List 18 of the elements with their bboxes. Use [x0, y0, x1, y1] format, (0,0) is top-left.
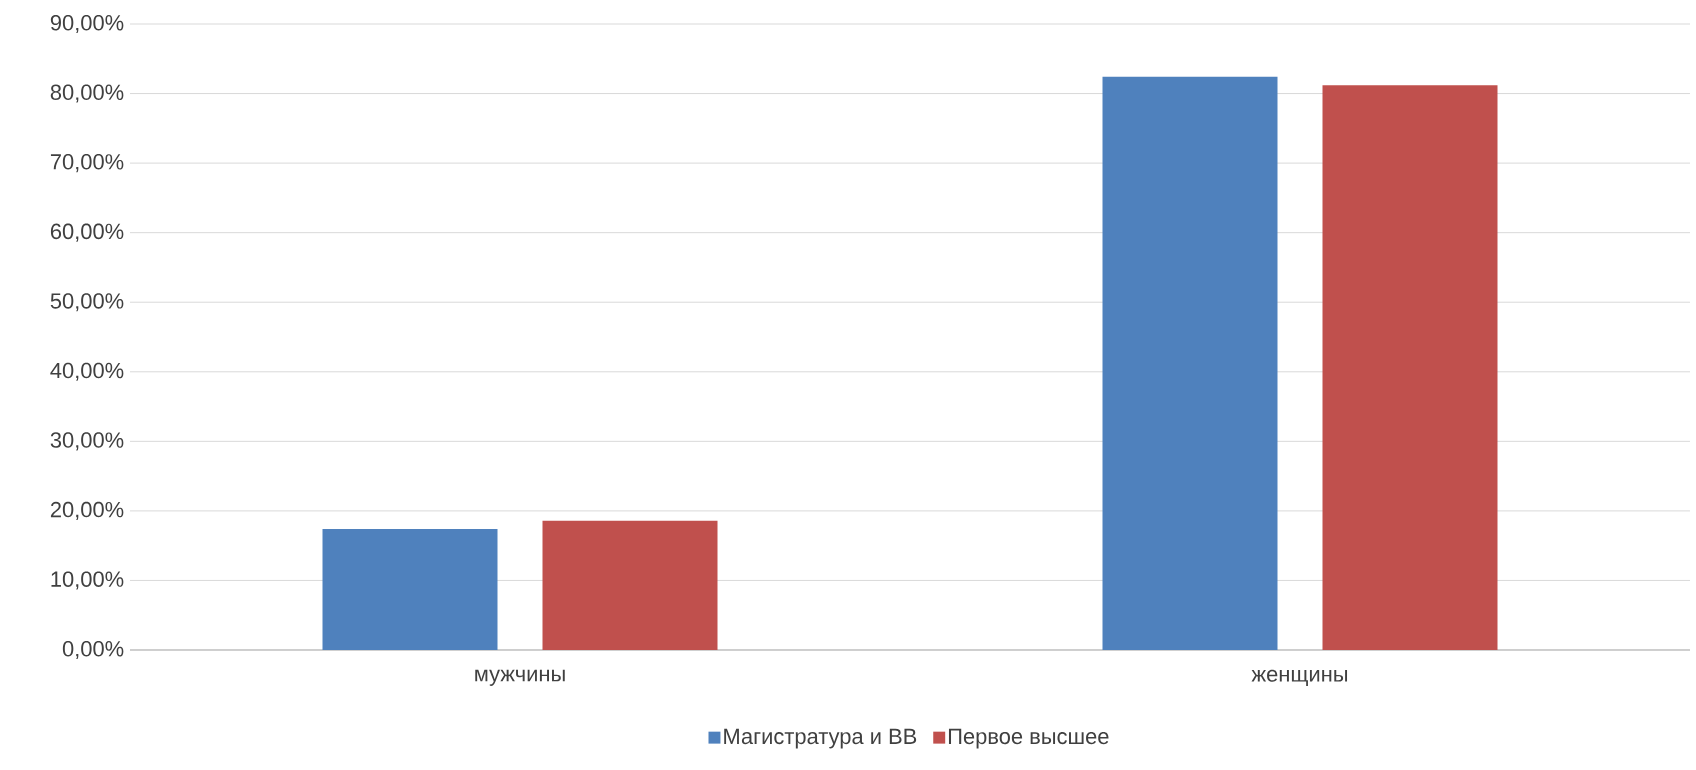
y-tick-label: 50,00%	[50, 293, 124, 312]
y-tick-label: 20,00%	[50, 501, 124, 520]
y-tick-label: 0,00%	[62, 640, 124, 660]
bar	[542, 520, 718, 650]
y-tick-label: 10,00%	[51, 571, 124, 590]
bar	[1322, 85, 1498, 650]
x-tick-label: женщины	[1251, 669, 1348, 686]
bar	[1102, 76, 1278, 650]
y-tick-label: 30,00%	[50, 432, 124, 451]
bar	[322, 528, 498, 650]
y-tick-label: 60,00%	[50, 223, 124, 242]
y-tick-label: 90,00%	[50, 14, 124, 34]
x-tick-label: мужчины	[475, 669, 565, 686]
legend-label: Магистратура и ВВ	[724, 728, 917, 749]
legend-label: Первое высшее	[948, 728, 1109, 749]
y-tick-label: 70,00%	[50, 154, 124, 173]
y-tick-label: 80,00%	[50, 84, 124, 103]
y-tick-label: 40,00%	[50, 362, 124, 381]
